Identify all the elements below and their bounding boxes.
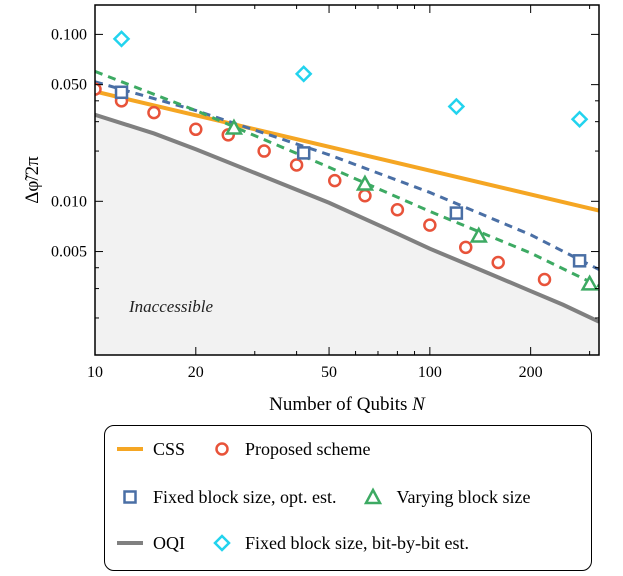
legend-item-css: CSS — [115, 439, 185, 460]
fixed-block-size-bit-by-bit-est--point-2 — [447, 97, 466, 116]
fixed-block-size-opt-est--point-1 — [296, 146, 311, 160]
legend-item-fixed-opt: Fixed block size, opt. est. — [115, 487, 336, 508]
varying-block-size-point-3 — [580, 274, 599, 291]
legend-item-varying: Varying block size — [358, 487, 530, 508]
legend-label-proposed: Proposed scheme — [245, 438, 371, 459]
proposed-scheme-point-2 — [147, 105, 161, 120]
proposed-scheme-point-0 — [95, 82, 102, 96]
fixed-block-size-bit-by-bit-est--point-3 — [570, 110, 589, 129]
legend-item-oqi: OQI — [115, 533, 185, 554]
series-line-fixed-opt-fit — [95, 80, 599, 271]
x-tick-label-100: 100 — [418, 364, 442, 381]
fixed-block-size-bit-by-bit-est--point-1 — [294, 65, 313, 83]
varying-block-size-point-1 — [355, 174, 375, 191]
inaccessible-fill — [95, 114, 599, 355]
proposed-scheme-point-5 — [257, 144, 271, 158]
fixed-block-size-bit-by-bit-est--point-0 — [112, 30, 131, 48]
proposed-scheme-point-3 — [189, 122, 203, 137]
varying-block-size-point-0 — [224, 118, 244, 135]
proposed-scheme-point-6 — [289, 158, 304, 172]
inaccessible-region — [95, 114, 599, 355]
axis-ticks: 10 20 50 100 200 0.005 0.010 0.050 0.100 — [51, 5, 599, 381]
proposed-scheme-point-13 — [537, 272, 552, 287]
legend: CSS Proposed scheme Fixed block size, op… — [104, 425, 592, 571]
varying-block-size-point-2 — [469, 226, 488, 243]
x-tick-label-50: 50 — [321, 364, 337, 381]
legend-label-css: CSS — [153, 438, 186, 459]
fixed-block-size-opt-est--point-0 — [114, 85, 129, 100]
fixed-block-size-opt-est--point-3 — [572, 254, 587, 268]
y-axis-title: Δφ̃/2π — [22, 156, 43, 204]
x-tick-label-200: 200 — [519, 364, 543, 381]
y-tick-label-3: 0.100 — [51, 26, 87, 43]
series-layer — [95, 30, 599, 324]
legend-row-2: Fixed block size, opt. est. Varying bloc… — [115, 482, 552, 512]
y-tick-label-1: 0.010 — [51, 193, 87, 210]
proposed-scheme-point-10 — [423, 218, 437, 232]
proposed-scheme-point-8 — [358, 188, 372, 203]
legend-label-varying: Varying block size — [396, 486, 531, 507]
legend-triangle-icon — [358, 487, 388, 507]
x-axis-title: Number of Qubits N — [269, 394, 426, 415]
chart: Inaccessible 10 20 50 100 200 0.005 0.010 0.050… — [22, 4, 600, 415]
legend-item-proposed: Proposed scheme — [207, 438, 371, 460]
legend-item-bitbybit: Fixed block size, bit-by-bit est. — [207, 533, 469, 554]
series-line-varying-fit — [95, 70, 599, 288]
y-tick-label-2: 0.050 — [51, 77, 87, 94]
plot-frame — [94, 4, 600, 356]
proposed-scheme-point-7 — [328, 173, 342, 188]
legend-diamond-icon — [207, 533, 237, 553]
proposed-scheme-point-9 — [390, 203, 405, 217]
legend-label-oqi: OQI — [153, 532, 185, 553]
inaccessible-annotation: Inaccessible — [128, 297, 213, 316]
proposed-scheme-point-12 — [491, 255, 505, 270]
y-tick-label-0: 0.005 — [51, 244, 87, 261]
legend-row-3: OQI Fixed block size, bit-by-bit est. — [115, 528, 491, 558]
legend-label-bitbybit: Fixed block size, bit-by-bit est. — [245, 532, 469, 553]
fixed-block-size-opt-est--point-2 — [449, 206, 464, 220]
legend-square-icon — [115, 487, 145, 507]
proposed-scheme-point-11 — [458, 240, 473, 255]
legend-row-1: CSS Proposed scheme — [115, 434, 393, 464]
legend-css-line-icon — [115, 439, 145, 459]
series-line-css — [95, 89, 599, 213]
legend-circle-icon — [207, 439, 237, 459]
series-line-oqi — [95, 112, 599, 324]
x-tick-label-10: 10 — [87, 364, 103, 381]
legend-label-fixed-opt: Fixed block size, opt. est. — [153, 486, 337, 507]
legend-oqi-line-icon — [115, 533, 145, 553]
x-tick-label-20: 20 — [188, 364, 204, 381]
